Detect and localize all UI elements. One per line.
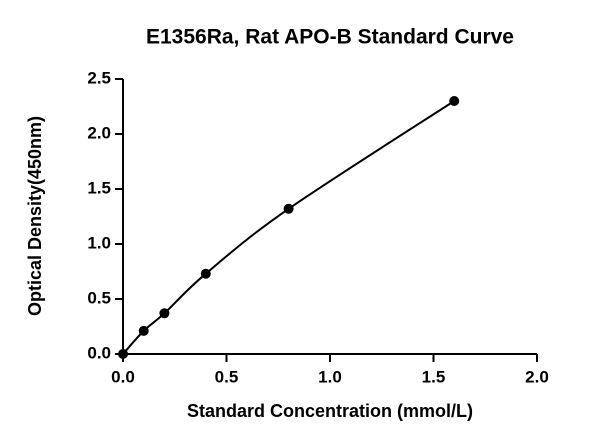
x-tick-label: 0.5 [215,367,239,386]
y-tick-label: 1.5 [87,178,111,197]
data-point [449,96,460,106]
data-point [283,203,294,214]
x-axis-label: Standard Concentration (mmol/L) [187,401,473,421]
x-tick-label: 2.0 [525,367,549,386]
data-point [200,268,211,279]
x-tick-label: 1.0 [318,367,342,386]
chart-title: E1356Ra, Rat APO-B Standard Curve [146,26,514,49]
data-point [159,308,170,319]
y-tick-label: 2.5 [87,68,111,87]
y-tick-label: 0.5 [87,288,111,307]
x-tick-label: 1.5 [422,367,446,386]
data-point [138,325,149,336]
x-tick-label: 0.0 [111,367,135,386]
y-tick-label: 1.0 [87,233,111,252]
data-point [118,349,128,359]
y-tick-label: 0.0 [87,343,111,362]
y-tick-label: 2.0 [87,123,111,142]
y-axis-label: Optical Density(450nm) [25,116,45,316]
fit-curve [122,100,455,355]
